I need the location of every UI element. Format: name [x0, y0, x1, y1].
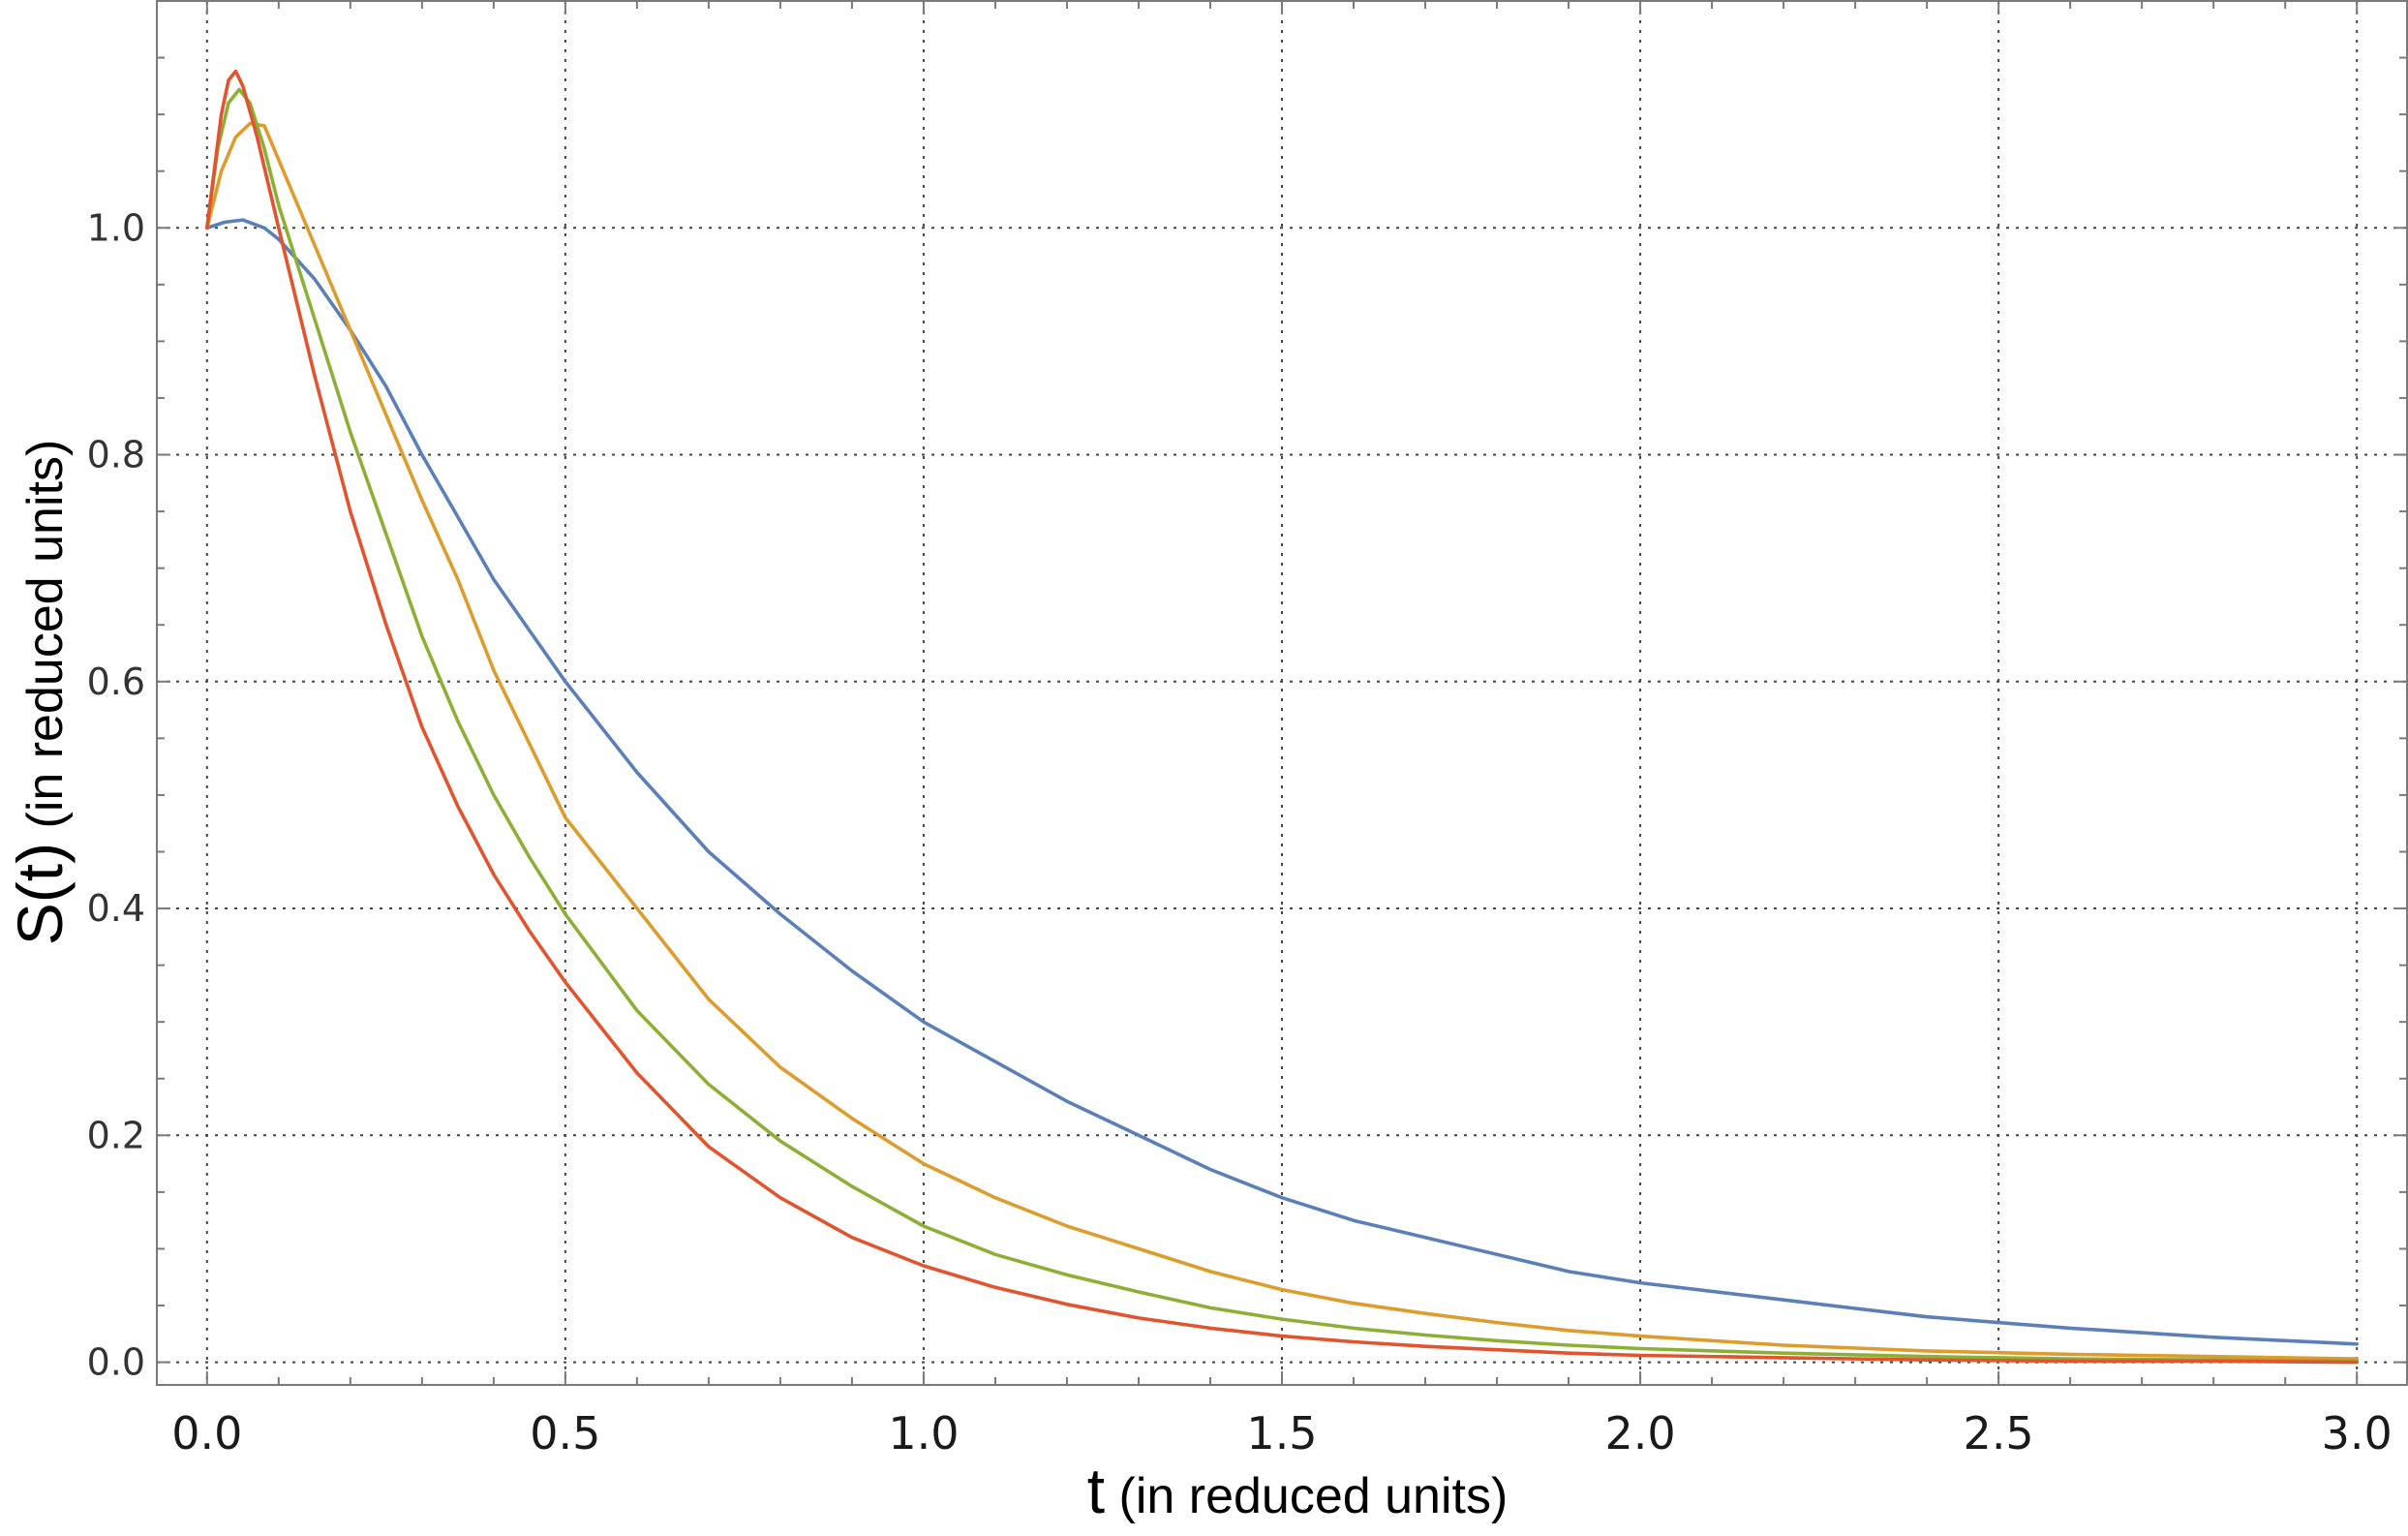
x-axis-title: t (in reduced units) — [1087, 1455, 1509, 1526]
series-lines — [205, 69, 2359, 1365]
axis-ticks — [157, 1, 2407, 1385]
x-tick-label: 1.5 — [1246, 1407, 1317, 1459]
series-line-1 — [205, 218, 2359, 1346]
x-tick-label: 2.5 — [1964, 1407, 2034, 1459]
x-tick-label: 2.0 — [1604, 1407, 1675, 1459]
x-axis-title-symbol: t — [1087, 1455, 1105, 1526]
y-axis-title-symbol: S(t) — [4, 843, 76, 945]
y-tick-label: 1.0 — [87, 206, 145, 249]
series-line-3 — [205, 87, 2359, 1364]
x-tick-label: 0.5 — [530, 1407, 600, 1459]
x-tick-label: 3.0 — [2322, 1407, 2393, 1459]
y-tick-label: 0.8 — [87, 434, 145, 476]
plot-frame — [156, 0, 2408, 1386]
y-tick-label: 0.4 — [87, 887, 145, 930]
y-tick-label: 0.2 — [87, 1114, 145, 1156]
y-tick-label: 0.6 — [87, 660, 145, 703]
series-line-4 — [205, 69, 2359, 1365]
y-tick-label: 0.0 — [87, 1341, 145, 1384]
series-line-2 — [205, 121, 2359, 1361]
x-tick-label: 1.0 — [888, 1407, 959, 1459]
x-axis-title-text: (in reduced units) — [1105, 1468, 1508, 1524]
y-axis-title: S(t) (in reduced units) — [4, 440, 76, 946]
grid-lines — [157, 1, 2407, 1385]
y-axis-title-text: (in reduced units) — [17, 440, 74, 843]
tick-labels: 0.0 0.5 1.0 1.5 2.0 2.5 3.0 0.0 0.2 0.4 0.6 0.8 1.0 — [87, 206, 2393, 1459]
x-tick-label: 0.0 — [171, 1407, 242, 1459]
